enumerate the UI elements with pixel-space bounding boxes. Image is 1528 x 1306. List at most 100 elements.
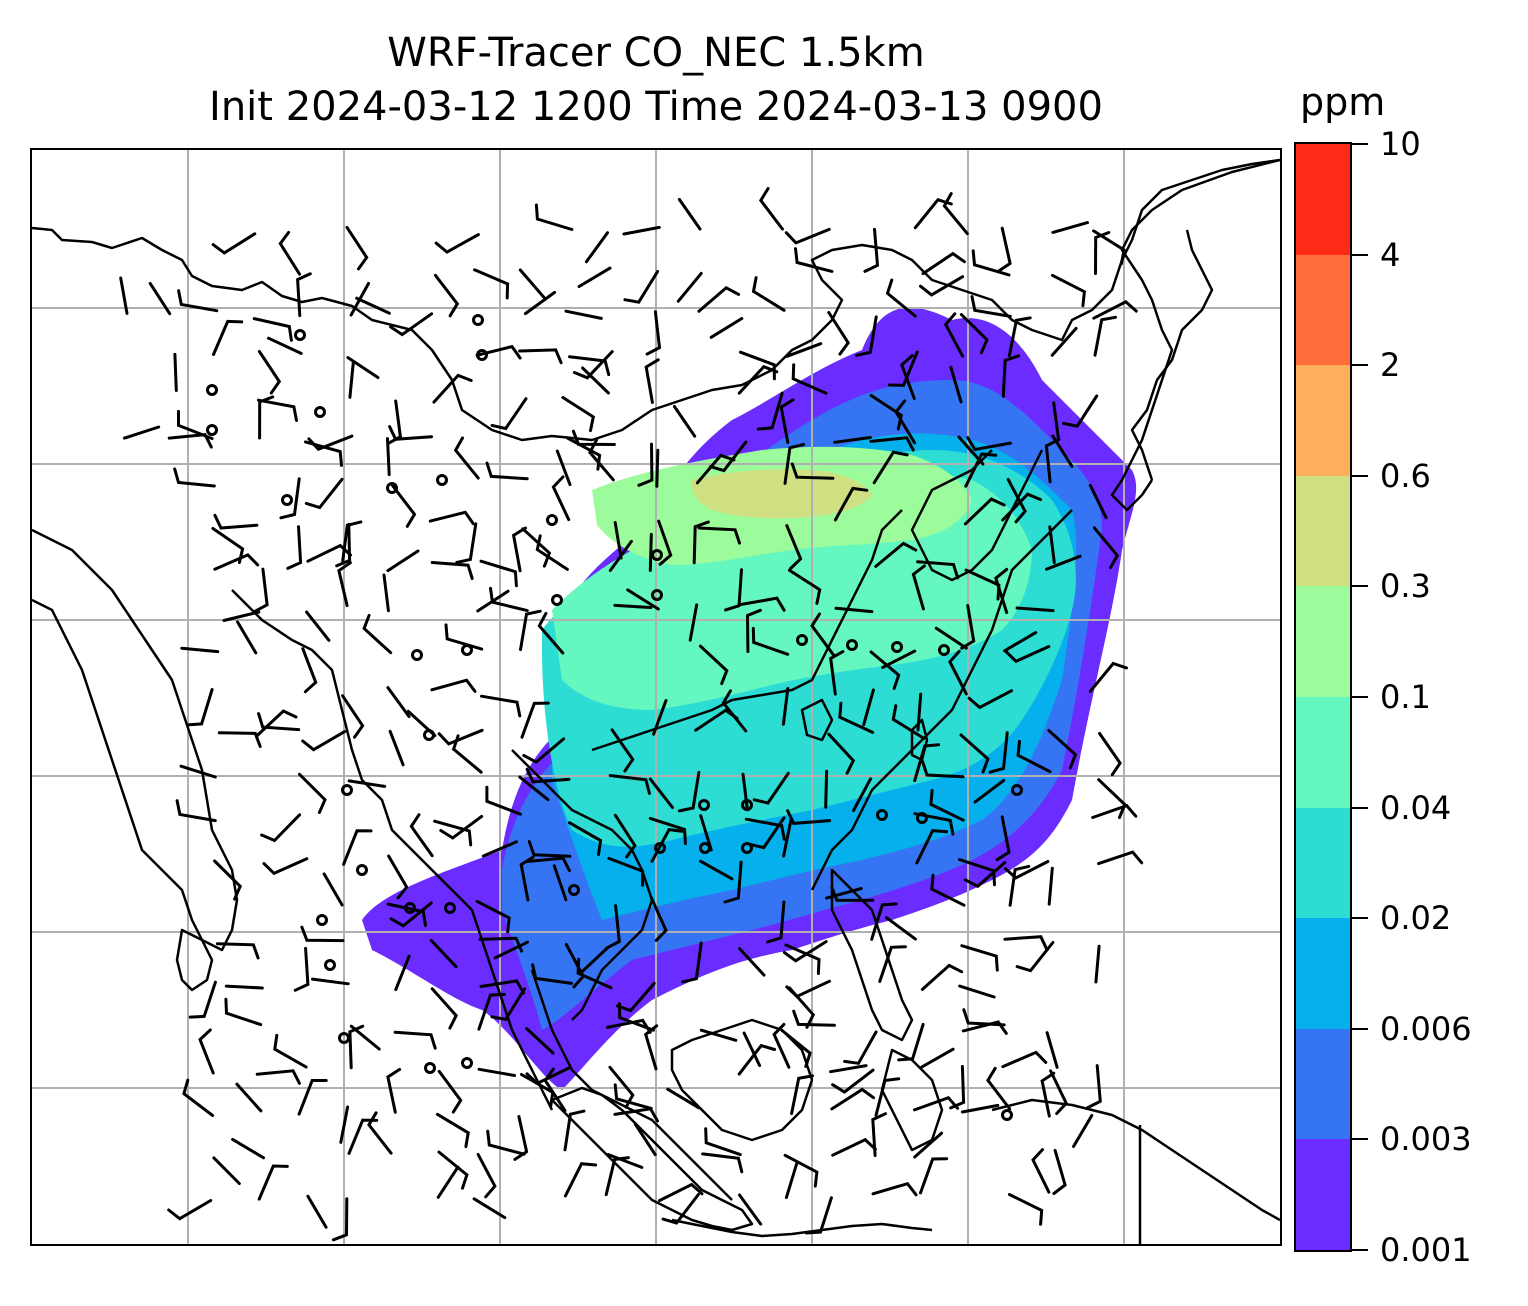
wind-barb	[604, 1156, 630, 1197]
wind-barb	[948, 649, 968, 696]
wind-barb	[787, 568, 822, 605]
wind-barb	[278, 230, 301, 276]
wind-barb	[1001, 492, 1043, 522]
wind-barb	[657, 519, 673, 566]
wind-barb-calm	[338, 1032, 350, 1044]
wind-barb	[810, 612, 835, 657]
wind-barb	[921, 760, 965, 779]
wind-barb	[222, 610, 261, 622]
wind-barb	[739, 350, 776, 381]
wind-barb	[881, 649, 917, 669]
wind-barb	[676, 271, 703, 303]
wind-barb	[475, 344, 522, 360]
colorbar-tick-label: 0.04	[1380, 788, 1452, 827]
wind-barb	[913, 1095, 960, 1112]
wind-barb	[790, 462, 835, 480]
wind-barb	[1003, 631, 1038, 653]
wind-barb	[783, 1153, 819, 1188]
wind-barb	[1092, 299, 1138, 320]
wind-barb	[1004, 645, 1051, 664]
wind-barb	[833, 436, 872, 444]
wind-barb	[518, 268, 546, 299]
wind-barb	[258, 395, 275, 440]
wind-barb	[913, 812, 955, 836]
wind-barb	[386, 399, 403, 445]
wind-barb	[900, 354, 916, 401]
coastline-northwest	[32, 158, 1280, 442]
wind-barb	[921, 251, 966, 276]
wind-barb	[869, 436, 915, 452]
wind-barb	[262, 857, 309, 876]
wind-barb	[1047, 866, 1054, 906]
wind-barb	[339, 1105, 350, 1144]
wind-barb	[874, 1077, 901, 1117]
wind-barb-calm	[461, 1057, 473, 1069]
wind-barb	[973, 778, 1006, 804]
wind-barb	[831, 1137, 877, 1157]
wind-barb	[897, 1022, 925, 1062]
wind-barb	[297, 1079, 328, 1116]
wind-barb	[613, 813, 637, 859]
map-canvas	[32, 150, 1280, 1244]
wind-barb	[1050, 273, 1087, 308]
wind-barb	[490, 987, 527, 1022]
wind-barb	[286, 525, 303, 570]
wind-barb	[453, 436, 480, 480]
wind-barb	[511, 526, 527, 573]
wind-barb	[212, 319, 244, 356]
wind-barb	[737, 1043, 777, 1076]
colorbar-tick	[1352, 253, 1368, 256]
wind-barb	[551, 475, 571, 522]
wind-barb	[433, 819, 473, 847]
wind-barb	[613, 1083, 653, 1110]
wind-barb	[1062, 394, 1099, 428]
island-sri-lanka	[175, 928, 214, 992]
wind-barb	[1094, 231, 1111, 275]
wind-barb	[963, 497, 1006, 526]
wind-barb	[518, 775, 550, 802]
wind-barb-calm	[891, 641, 903, 653]
wind-barb	[1052, 401, 1060, 440]
wind-barb-calm	[1001, 1109, 1013, 1121]
wind-barb	[224, 984, 264, 990]
wind-barb	[869, 394, 903, 431]
wind-barb	[429, 939, 458, 969]
wind-barb	[648, 532, 653, 572]
wind-barb	[643, 1024, 659, 1071]
wind-barb	[119, 276, 129, 315]
wind-barb	[432, 373, 473, 404]
wind-barb	[479, 559, 518, 588]
tracer-concentration-field	[362, 307, 1137, 1090]
wind-barb	[610, 728, 635, 773]
wind-barb	[913, 743, 941, 783]
wind-barb	[525, 1066, 572, 1086]
wind-barb	[388, 729, 405, 767]
wind-barb	[543, 1067, 567, 1113]
wind-barb	[1045, 554, 1082, 571]
wind-barb	[257, 350, 282, 395]
wind-barb	[564, 309, 603, 320]
wind-barb	[960, 604, 976, 650]
wind-barb	[362, 613, 393, 655]
wind-barb	[1088, 661, 1128, 693]
wind-barb	[435, 1112, 470, 1149]
wind-barb	[870, 902, 898, 941]
wind-barb	[389, 901, 433, 928]
wind-barb	[744, 817, 786, 841]
wind-barb	[345, 225, 369, 271]
wind-barb	[698, 644, 729, 686]
wind-barb	[964, 452, 998, 488]
wind-barb	[391, 484, 417, 528]
colorbar-segment	[1296, 144, 1350, 255]
wind-barb-calm	[938, 644, 950, 656]
wind-barb	[455, 522, 478, 564]
wind-barb	[988, 731, 1009, 774]
wind-barb	[177, 409, 214, 440]
colorbar-tick-label: 10	[1380, 125, 1421, 163]
wind-barb	[433, 273, 460, 318]
wind-barb-calm	[314, 406, 326, 418]
wind-barb	[231, 1137, 265, 1160]
wind-barb	[785, 979, 831, 999]
wind-barb	[756, 391, 784, 431]
wind-barb	[1015, 941, 1055, 973]
